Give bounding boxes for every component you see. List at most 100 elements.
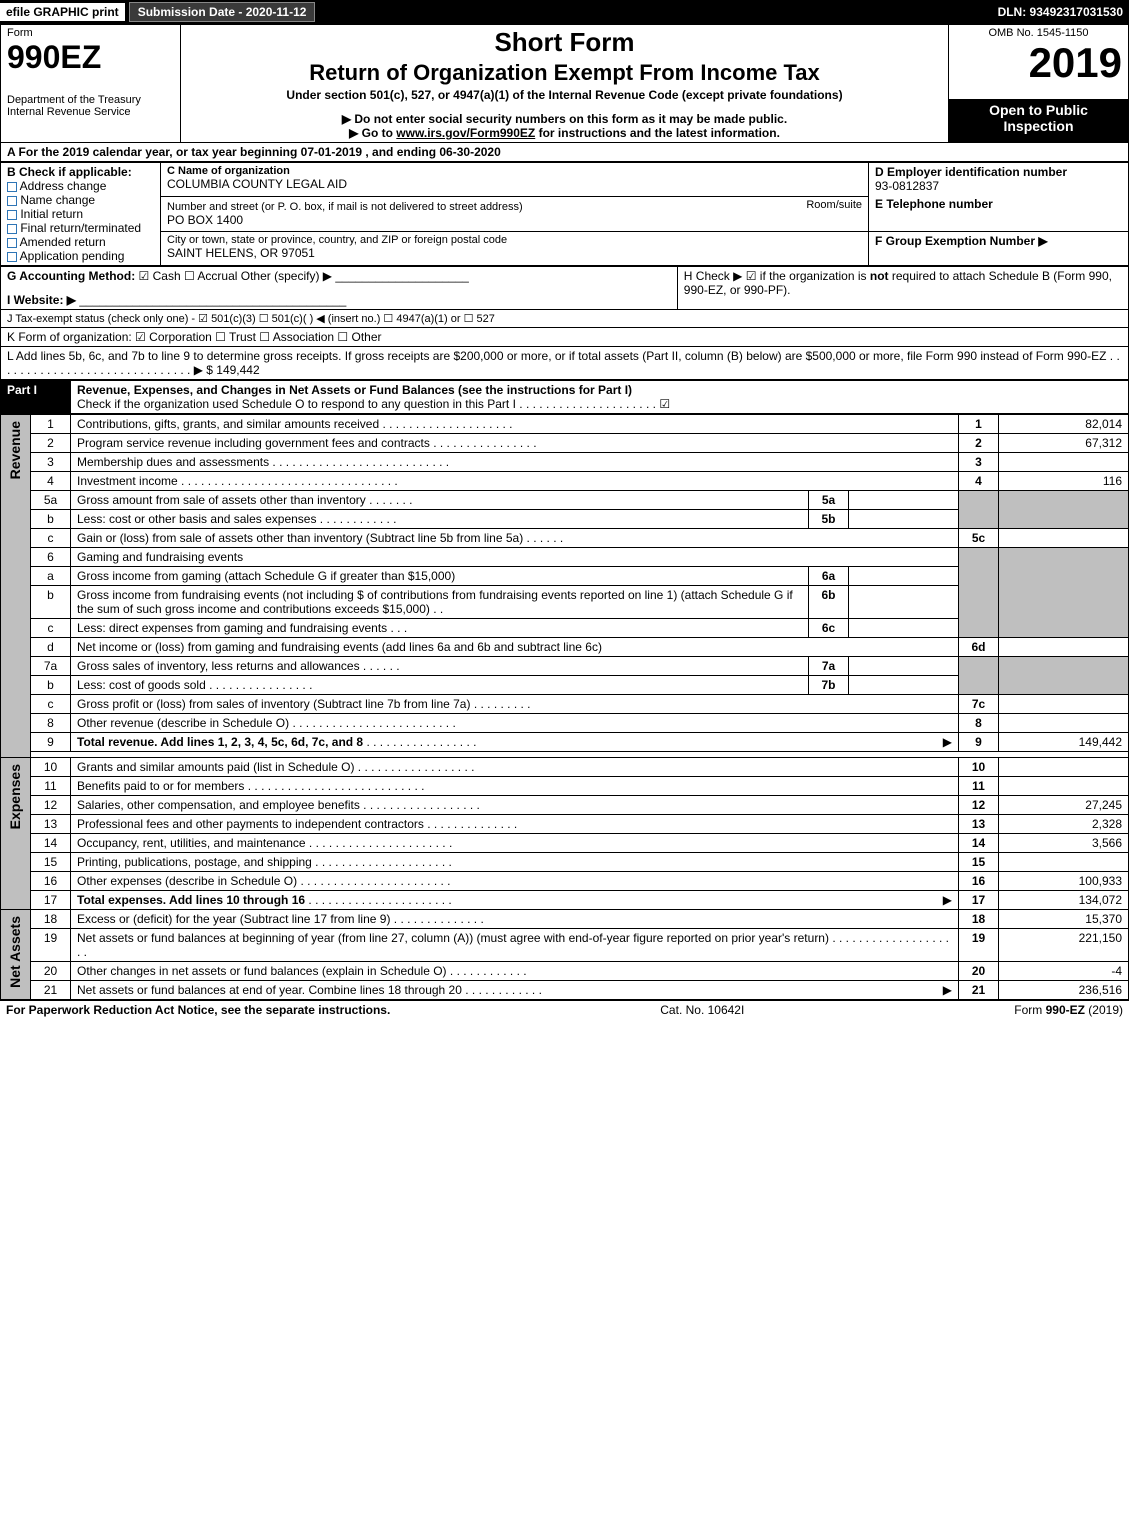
line-14-text: Occupancy, rent, utilities, and maintena… xyxy=(71,834,959,853)
room-label: Room/suite xyxy=(806,199,862,211)
line-5b-ref: 5b xyxy=(809,510,849,529)
line-5b-text: Less: cost or other basis and sales expe… xyxy=(71,510,809,529)
line-14-ref: 14 xyxy=(959,834,999,853)
line-5c-val xyxy=(999,529,1129,548)
line-1-val: 82,014 xyxy=(999,415,1129,434)
line-15-text: Printing, publications, postage, and shi… xyxy=(71,853,959,872)
irs-label: Internal Revenue Service xyxy=(7,106,174,118)
line-7a-ref: 7a xyxy=(809,657,849,676)
line-16-val: 100,933 xyxy=(999,872,1129,891)
ein-value: 93-0812837 xyxy=(875,179,1122,193)
line-2-num: 2 xyxy=(31,434,71,453)
line-13-text: Professional fees and other payments to … xyxy=(71,815,959,834)
line-7c-num: c xyxy=(31,695,71,714)
box-g-label: G Accounting Method: xyxy=(7,269,135,283)
line-2-text: Program service revenue including govern… xyxy=(71,434,959,453)
line-5a-ref: 5a xyxy=(809,491,849,510)
line-5b-val xyxy=(849,510,959,529)
line-8-ref: 8 xyxy=(959,714,999,733)
line-18-text: Excess or (deficit) for the year (Subtra… xyxy=(71,910,959,929)
top-bar: efile GRAPHIC print Submission Date - 20… xyxy=(0,0,1129,24)
section-netassets: Net Assets xyxy=(7,912,23,992)
opt-application-pending[interactable]: Application pending xyxy=(7,249,154,263)
page-footer: For Paperwork Reduction Act Notice, see … xyxy=(0,1000,1129,1019)
line-20-ref: 20 xyxy=(959,962,999,981)
line-11-val xyxy=(999,777,1129,796)
line-15-num: 15 xyxy=(31,853,71,872)
subtitle: Under section 501(c), 527, or 4947(a)(1)… xyxy=(187,88,942,102)
box-f-label: F Group Exemption Number ▶ xyxy=(875,234,1122,248)
line-12-num: 12 xyxy=(31,796,71,815)
opt-initial-return[interactable]: Initial return xyxy=(7,207,154,221)
tax-year: 2019 xyxy=(955,39,1122,87)
efile-print-label[interactable]: efile GRAPHIC print xyxy=(0,3,125,21)
line-6b-text: Gross income from fundraising events (no… xyxy=(71,586,809,619)
section-a: A For the 2019 calendar year, or tax yea… xyxy=(0,143,1129,162)
line-7b-text: Less: cost of goods sold . . . . . . . .… xyxy=(71,676,809,695)
irs-link[interactable]: www.irs.gov/Form990EZ xyxy=(396,126,535,140)
line-4-num: 4 xyxy=(31,472,71,491)
line-11-num: 11 xyxy=(31,777,71,796)
part1-label: Part I xyxy=(1,381,71,414)
box-k: K Form of organization: ☑ Corporation ☐ … xyxy=(0,328,1129,347)
line-6a-val xyxy=(849,567,959,586)
line-7a-text: Gross sales of inventory, less returns a… xyxy=(71,657,809,676)
line-13-num: 13 xyxy=(31,815,71,834)
line-2-ref: 2 xyxy=(959,434,999,453)
footer-right: Form 990-EZ (2019) xyxy=(1014,1003,1123,1017)
line-7b-ref: 7b xyxy=(809,676,849,695)
form-header-table: Form 990EZ Department of the Treasury In… xyxy=(0,24,1129,143)
line-10-num: 10 xyxy=(31,758,71,777)
line-21-num: 21 xyxy=(31,981,71,1000)
line-4-val: 116 xyxy=(999,472,1129,491)
line-15-val xyxy=(999,853,1129,872)
line-7a-num: 7a xyxy=(31,657,71,676)
line-10-text: Grants and similar amounts paid (list in… xyxy=(71,758,959,777)
dln-number: DLN: 93492317031530 xyxy=(998,5,1129,19)
line-7c-val xyxy=(999,695,1129,714)
street-value: PO BOX 1400 xyxy=(167,213,862,227)
box-c-label: C Name of organization xyxy=(167,165,862,177)
street-label: Number and street (or P. O. box, if mail… xyxy=(167,201,523,213)
line-19-num: 19 xyxy=(31,929,71,962)
opt-final-return[interactable]: Final return/terminated xyxy=(7,221,154,235)
line-11-text: Benefits paid to or for members . . . . … xyxy=(71,777,959,796)
dept-label: Department of the Treasury xyxy=(7,94,174,106)
line-4-text: Investment income . . . . . . . . . . . … xyxy=(71,472,959,491)
form-label: Form xyxy=(7,27,174,39)
line-19-ref: 19 xyxy=(959,929,999,962)
line-7c-ref: 7c xyxy=(959,695,999,714)
omb-number: OMB No. 1545-1150 xyxy=(955,27,1122,39)
opt-name-change[interactable]: Name change xyxy=(7,193,154,207)
line-16-ref: 16 xyxy=(959,872,999,891)
box-e-label: E Telephone number xyxy=(875,197,1122,211)
line-7b-num: b xyxy=(31,676,71,695)
box-g-opts: ☑ Cash ☐ Accrual Other (specify) ▶ xyxy=(139,269,332,283)
line-3-val xyxy=(999,453,1129,472)
line-6-text: Gaming and fundraising events xyxy=(71,548,959,567)
line-9-num: 9 xyxy=(31,733,71,752)
line-9-ref: 9 xyxy=(959,733,999,752)
line-14-num: 14 xyxy=(31,834,71,853)
part1-title: Revenue, Expenses, and Changes in Net As… xyxy=(77,383,632,397)
line-17-text: Total expenses. Add lines 10 through 16 … xyxy=(71,891,959,910)
line-16-text: Other expenses (describe in Schedule O) … xyxy=(71,872,959,891)
box-i-label: I Website: ▶ xyxy=(7,293,76,307)
form-number: 990EZ xyxy=(7,39,174,76)
line-9-text: Total revenue. Add lines 1, 2, 3, 4, 5c,… xyxy=(71,733,959,752)
opt-amended-return[interactable]: Amended return xyxy=(7,235,154,249)
line-12-ref: 12 xyxy=(959,796,999,815)
line-6d-num: d xyxy=(31,638,71,657)
opt-address-change[interactable]: Address change xyxy=(7,179,154,193)
part1-header: Part I Revenue, Expenses, and Changes in… xyxy=(0,380,1129,414)
line-3-ref: 3 xyxy=(959,453,999,472)
title-short-form: Short Form xyxy=(187,27,942,58)
line-8-val xyxy=(999,714,1129,733)
line-18-num: 18 xyxy=(31,910,71,929)
line-6c-val xyxy=(849,619,959,638)
line-8-text: Other revenue (describe in Schedule O) .… xyxy=(71,714,959,733)
box-l: L Add lines 5b, 6c, and 7b to line 9 to … xyxy=(0,347,1129,380)
line-1-ref: 1 xyxy=(959,415,999,434)
line-19-val: 221,150 xyxy=(999,929,1129,962)
box-h-label: H Check ▶ ☑ if the organization is xyxy=(684,269,870,283)
